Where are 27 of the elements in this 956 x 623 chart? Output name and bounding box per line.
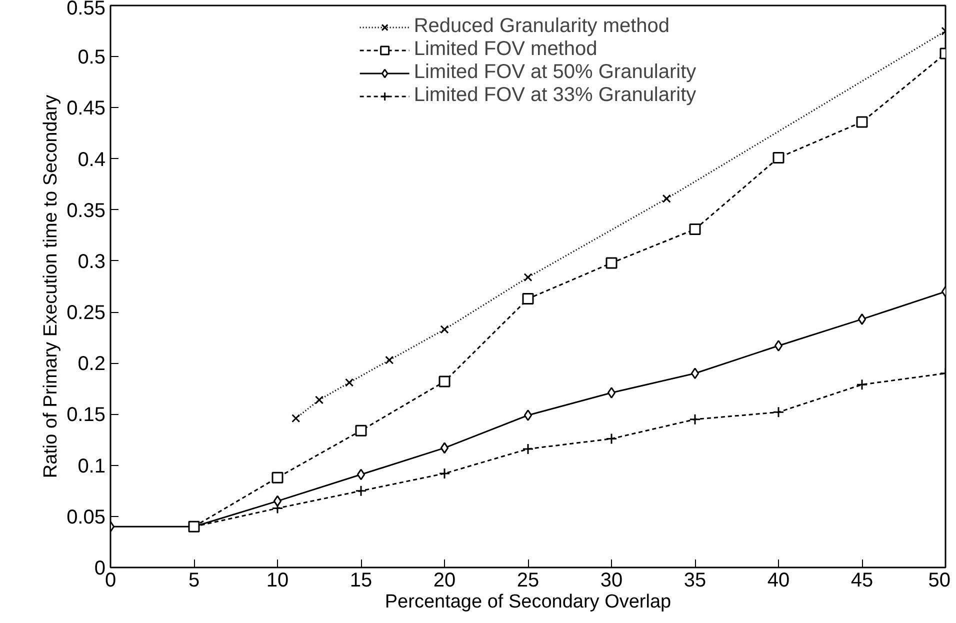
legend-label: Limited FOV at 33% Granularity xyxy=(414,84,696,107)
x-tick-label: 10 xyxy=(266,570,289,592)
x-tick-label: 30 xyxy=(600,570,623,592)
y-axis-title: Ratio of Primary Execution time to Secondary xyxy=(40,94,62,478)
y-tick-label: 0.55 xyxy=(66,0,106,20)
x-tick-label: 25 xyxy=(516,570,540,592)
x-tick-label: 45 xyxy=(850,570,874,592)
x-tick-label: 50 xyxy=(928,570,951,592)
y-tick-label: 0.1 xyxy=(78,455,106,478)
x-tick-label: 35 xyxy=(684,570,706,592)
y-tick-label: 0.35 xyxy=(66,200,106,222)
y-tick-label: 0.5 xyxy=(78,46,106,69)
legend-label: Limited FOV method xyxy=(414,38,598,61)
legend-label: Limited FOV at 50% Granularity xyxy=(414,61,696,84)
x-tick-label: 40 xyxy=(767,570,790,592)
x-axis-title: Percentage of Secondary Overlap xyxy=(384,592,672,612)
y-tick-label: 0.4 xyxy=(78,148,106,171)
x-tick-label: 5 xyxy=(188,570,200,592)
y-tick-label: 0.2 xyxy=(78,353,106,376)
x-tick-label: 15 xyxy=(350,570,372,592)
x-tick-label: 20 xyxy=(433,570,456,592)
y-tick-label: 0.45 xyxy=(66,98,106,120)
y-tick-label: 0.3 xyxy=(78,250,106,273)
y-tick-label: 0.15 xyxy=(66,404,106,426)
y-tick-label: 0.05 xyxy=(66,506,106,528)
y-tick-label: 0.25 xyxy=(66,302,106,324)
legend-label: Reduced Granularity method xyxy=(414,15,670,38)
